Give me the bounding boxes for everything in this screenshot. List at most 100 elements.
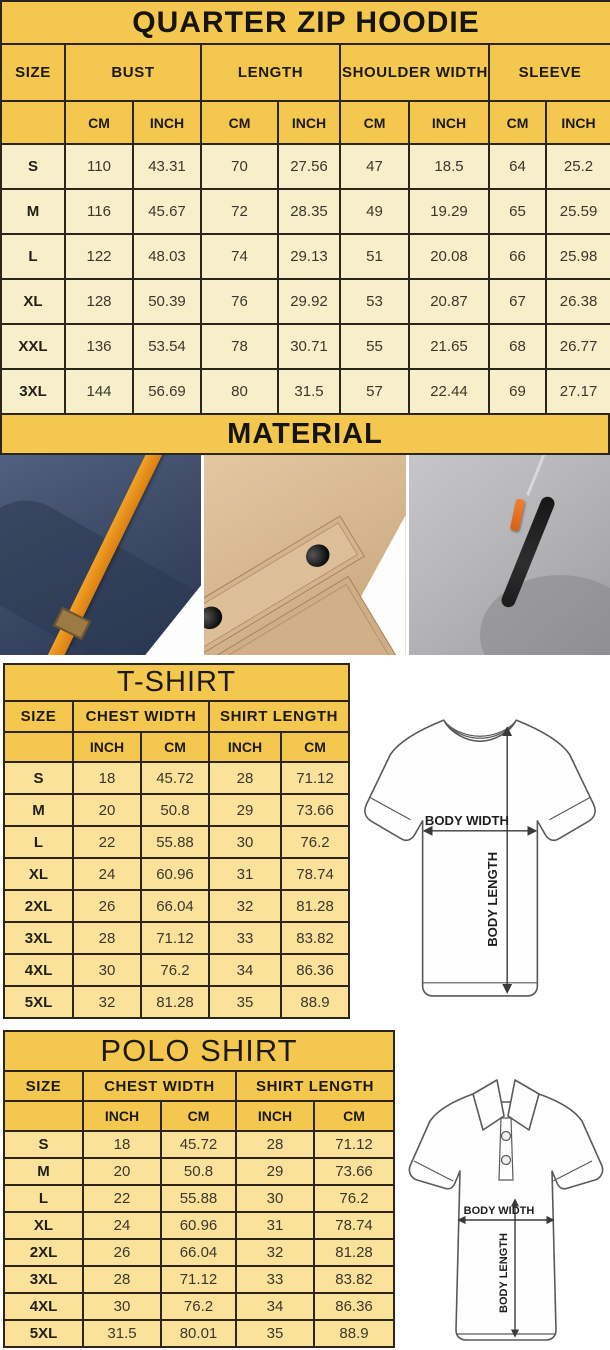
value-cell: 25.59 <box>544 188 610 235</box>
value-cell: 55.88 <box>140 825 210 859</box>
size-cell: S <box>3 1130 84 1159</box>
value-cell: 76.2 <box>312 1184 396 1213</box>
value-cell: 78.74 <box>279 857 351 891</box>
value-cell: 20 <box>72 793 142 827</box>
sleeve-cuff-line <box>549 797 590 821</box>
table-row: S 18 45.72 28 71.12 <box>3 1130 396 1159</box>
tshirt-table-title: T-SHIRT <box>2 663 351 702</box>
value-cell: 65 <box>488 188 547 235</box>
value-cell: 31 <box>235 1211 315 1240</box>
value-cell: 73.66 <box>312 1157 396 1186</box>
zipper-seam-graphic <box>525 455 547 496</box>
polo-size-table: POLO SHIRT SIZE CHEST WIDTH SHIRT LENGTH… <box>2 1030 396 1348</box>
table-row: M 116 45.67 72 28.35 49 19.29 65 25.59 <box>0 188 610 235</box>
table-row: S 18 45.72 28 71.12 <box>3 761 351 795</box>
table-row: SIZE BUST LENGTH SHOULDER WIDTH SLEEVE <box>0 43 610 102</box>
value-cell: 25.98 <box>544 233 610 280</box>
table-row: POLO SHIRT <box>2 1030 396 1072</box>
polo-button <box>500 1154 512 1166</box>
value-cell: 20 <box>82 1157 162 1186</box>
value-cell: 18.5 <box>408 143 490 190</box>
tshirt-size-table: T-SHIRT SIZE CHEST WIDTH SHIRT LENGTH IN… <box>2 663 351 1019</box>
value-cell: 66 <box>488 233 547 280</box>
value-cell: 76 <box>200 278 279 325</box>
table-row: CM INCH CM INCH CM INCH CM INCH <box>0 100 610 145</box>
value-cell: 88.9 <box>279 985 351 1019</box>
value-cell: 24 <box>82 1211 162 1240</box>
value-cell: 30 <box>72 953 142 987</box>
value-cell: 57 <box>339 368 410 415</box>
table-row: SIZE CHEST WIDTH SHIRT LENGTH <box>3 1070 396 1102</box>
value-cell: 45.72 <box>140 761 210 795</box>
collar-left <box>472 1079 505 1131</box>
value-cell: 32 <box>235 1238 315 1267</box>
table-row: 3XL 28 71.12 33 83.82 <box>3 1265 396 1294</box>
value-cell: 30.71 <box>277 323 341 370</box>
size-cell: XL <box>3 857 74 891</box>
value-cell: 28.35 <box>277 188 341 235</box>
value-cell: 18 <box>82 1130 162 1159</box>
value-cell: 26 <box>72 889 142 923</box>
value-cell: 21.65 <box>408 323 490 370</box>
size-cell: L <box>3 825 74 859</box>
value-cell: 64 <box>488 143 547 190</box>
value-cell: 33 <box>235 1265 315 1294</box>
unit-header: INCH <box>72 731 142 763</box>
value-cell: 73.66 <box>279 793 351 827</box>
value-cell: 22 <box>82 1184 162 1213</box>
sleeve-cuff-line <box>552 1160 593 1182</box>
value-cell: 30 <box>82 1292 162 1321</box>
value-cell: 71.12 <box>279 761 351 795</box>
value-cell: 27.56 <box>277 143 341 190</box>
value-cell: 20.08 <box>408 233 490 280</box>
value-cell: 66.04 <box>160 1238 237 1267</box>
value-cell: 28 <box>72 921 142 955</box>
size-cell: S <box>0 143 66 190</box>
table-row: L 22 55.88 30 76.2 <box>3 1184 396 1213</box>
size-cell: M <box>0 188 66 235</box>
value-cell: 78 <box>200 323 279 370</box>
size-cell: 2XL <box>3 889 74 923</box>
value-cell: 116 <box>64 188 134 235</box>
polo-button <box>500 1130 512 1142</box>
value-cell: 30 <box>235 1184 315 1213</box>
table-row: 5XL 31.5 80.01 35 88.9 <box>3 1319 396 1348</box>
value-cell: 32 <box>72 985 142 1019</box>
value-cell: 29.92 <box>277 278 341 325</box>
body-width-label: BODY WIDTH <box>464 1205 535 1217</box>
table-row: XL 24 60.96 31 78.74 <box>3 1211 396 1240</box>
value-cell: 83.82 <box>312 1265 396 1294</box>
table-row: XXL 136 53.54 78 30.71 55 21.65 68 26.77 <box>0 323 610 370</box>
value-cell: 27.17 <box>544 368 610 415</box>
unit-header: CM <box>312 1100 396 1132</box>
value-cell: 71.12 <box>160 1265 237 1294</box>
table-row: M 20 50.8 29 73.66 <box>3 793 351 827</box>
tshirt-measure-diagram: BODY WIDTH BODY LENGTH <box>364 719 596 997</box>
value-cell: 55.88 <box>160 1184 237 1213</box>
value-cell: 47 <box>339 143 410 190</box>
material-section-title: MATERIAL <box>0 413 610 455</box>
value-cell: 60.96 <box>160 1211 237 1240</box>
size-cell: 4XL <box>3 1292 84 1321</box>
value-cell: 31 <box>208 857 282 891</box>
value-cell: 20.87 <box>408 278 490 325</box>
size-cell: 5XL <box>3 985 74 1019</box>
value-cell: 53.54 <box>132 323 202 370</box>
unit-header-empty <box>3 731 74 763</box>
column-header-chest-width: CHEST WIDTH <box>82 1070 237 1102</box>
table-row: S 110 43.31 70 27.56 47 18.5 64 25.2 <box>0 143 610 190</box>
unit-header: INCH <box>132 100 202 145</box>
value-cell: 26 <box>82 1238 162 1267</box>
value-cell: 31.5 <box>277 368 341 415</box>
unit-header: CM <box>64 100 134 145</box>
unit-header-empty <box>0 100 66 145</box>
column-header-shoulder-width: SHOULDER WIDTH <box>339 43 490 102</box>
material-photo-khaki-pocket <box>204 455 406 655</box>
value-cell: 51 <box>339 233 410 280</box>
size-cell: XXL <box>0 323 66 370</box>
sleeve-cuff-line <box>413 1160 454 1182</box>
body-width-label: BODY WIDTH <box>425 813 509 828</box>
table-row: L 122 48.03 74 29.13 51 20.08 66 25.98 <box>0 233 610 280</box>
value-cell: 19.29 <box>408 188 490 235</box>
